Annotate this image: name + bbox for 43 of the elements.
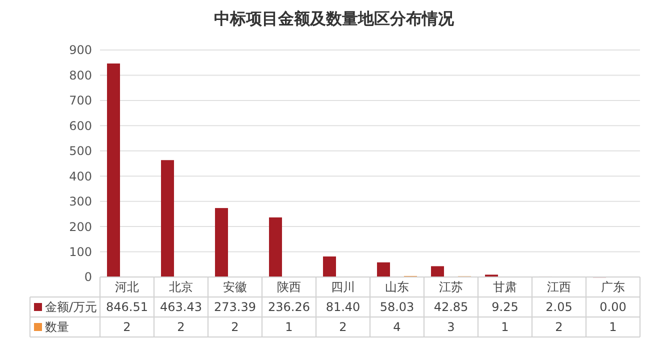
data-label: 2 bbox=[555, 320, 563, 334]
data-label: 463.43 bbox=[160, 300, 202, 314]
x-tick-label: 广东 bbox=[601, 280, 625, 294]
x-tick-label: 江苏 bbox=[439, 280, 463, 294]
data-label: 3 bbox=[447, 320, 455, 334]
y-tick-label: 600 bbox=[69, 118, 92, 133]
y-tick-label: 300 bbox=[69, 194, 92, 209]
chart-title: 中标项目金额及数量地区分布情况 bbox=[214, 9, 455, 28]
data-label: 2.05 bbox=[546, 300, 572, 314]
data-label: 846.51 bbox=[106, 300, 148, 314]
data-label: 4 bbox=[393, 320, 401, 334]
x-tick-label: 甘肃 bbox=[493, 280, 517, 294]
x-tick-label: 四川 bbox=[331, 280, 355, 294]
y-tick-label: 0 bbox=[84, 270, 92, 284]
data-label: 81.40 bbox=[326, 300, 360, 314]
data-label: 2 bbox=[339, 320, 347, 334]
x-tick-label: 北京 bbox=[169, 280, 193, 294]
y-tick-label: 500 bbox=[69, 144, 92, 158]
data-label: 236.26 bbox=[268, 300, 310, 314]
y-tick-label: 700 bbox=[69, 94, 92, 108]
data-label: 1 bbox=[609, 320, 617, 334]
y-tick-label: 900 bbox=[69, 43, 92, 58]
data-label: 273.39 bbox=[214, 300, 256, 314]
data-label: 1 bbox=[285, 320, 293, 334]
x-tick-label: 山东 bbox=[385, 280, 409, 294]
legend-label: 数量 bbox=[45, 320, 69, 334]
data-label: 9.25 bbox=[492, 300, 518, 314]
data-label: 2 bbox=[123, 320, 131, 334]
legend-label: 金额/万元 bbox=[45, 300, 98, 314]
data-label: 42.85 bbox=[434, 300, 468, 314]
y-tick-label: 400 bbox=[69, 169, 92, 184]
data-label: 1 bbox=[501, 320, 509, 334]
y-tick-label: 800 bbox=[69, 68, 92, 82]
data-label: 2 bbox=[177, 320, 185, 334]
y-tick-label: 100 bbox=[69, 244, 92, 259]
x-tick-label: 河北 bbox=[115, 280, 139, 294]
x-tick-label: 江西 bbox=[547, 280, 571, 294]
x-tick-label: 陕西 bbox=[277, 280, 301, 294]
data-label: 58.03 bbox=[380, 300, 414, 314]
y-tick-label: 200 bbox=[69, 220, 92, 234]
data-label: 0.00 bbox=[600, 300, 626, 314]
data-label: 2 bbox=[231, 320, 239, 334]
x-tick-label: 安徽 bbox=[223, 280, 247, 294]
